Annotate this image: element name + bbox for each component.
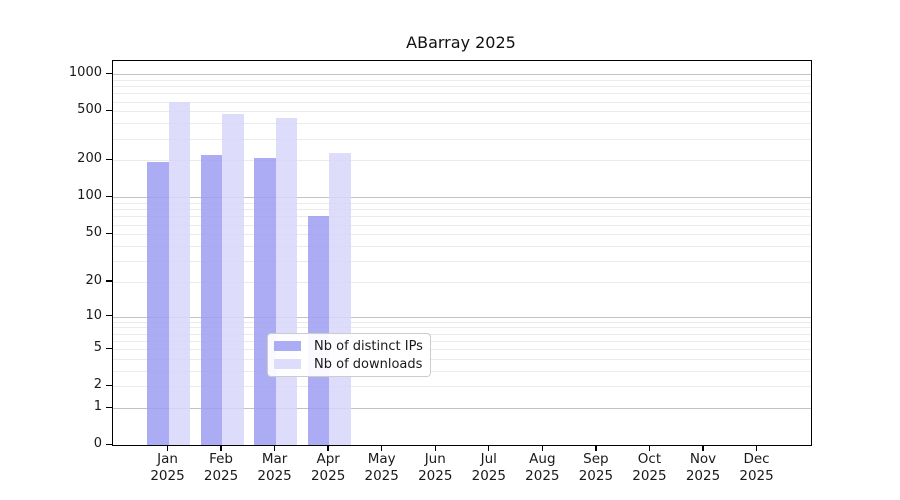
bar-downloads [168, 101, 190, 445]
x-tick-label: Jun 2025 [418, 451, 453, 484]
y-axis-tick [106, 347, 112, 349]
y-tick-label: 10 [85, 307, 102, 323]
y-tick-label: 500 [77, 102, 102, 118]
minor-gridline [113, 101, 811, 103]
x-axis-tick [488, 445, 490, 451]
minor-gridline [113, 327, 811, 329]
major-gridline [113, 197, 811, 199]
x-tick-label: Apr 2025 [310, 451, 346, 484]
y-tick-label: 100 [77, 188, 102, 204]
y-axis-tick [106, 315, 112, 317]
legend-label-downloads: Nb of downloads [314, 356, 423, 372]
bar-distinct-ips [147, 161, 169, 445]
x-tick-label: Sep 2025 [578, 451, 614, 484]
minor-gridline [113, 358, 811, 360]
y-axis-tick [106, 72, 112, 75]
minor-gridline [113, 234, 811, 236]
minor-gridline [113, 333, 811, 335]
minor-gridline [113, 86, 811, 88]
legend-item-distinct-ips: Nb of distinct IPs [274, 338, 430, 354]
major-gridline [113, 408, 811, 410]
legend-swatch-downloads [274, 359, 301, 369]
y-axis-tick [106, 158, 112, 161]
y-axis-tick [106, 406, 112, 408]
x-tick-label: Nov 2025 [685, 451, 721, 484]
y-axis-tick [106, 280, 112, 282]
x-tick-label: Aug 2025 [525, 451, 560, 484]
minor-gridline [113, 386, 811, 388]
x-tick-label: Dec 2025 [739, 451, 774, 484]
minor-gridline [113, 216, 811, 218]
minor-gridline [113, 123, 811, 125]
bar-distinct-ips [254, 157, 276, 445]
minor-gridline [113, 245, 811, 247]
x-tick-label: Jul 2025 [471, 451, 506, 484]
x-axis-tick [220, 445, 222, 451]
y-axis-tick [106, 195, 112, 198]
bar-downloads [275, 118, 298, 445]
legend: Nb of distinct IPs Nb of downloads [267, 333, 431, 377]
minor-gridline [113, 160, 811, 162]
y-axis-tick [106, 384, 112, 387]
minor-gridline [113, 203, 811, 205]
minor-gridline [113, 209, 811, 211]
bar-distinct-ips [200, 155, 223, 445]
minor-gridline [113, 281, 811, 283]
minor-gridline [113, 138, 811, 140]
y-tick-label: 0 [93, 436, 102, 452]
plot-area [112, 60, 812, 446]
minor-gridline [113, 321, 811, 323]
bar-downloads [222, 113, 244, 445]
x-axis-tick [755, 445, 758, 451]
y-axis-tick [106, 232, 112, 235]
x-axis-tick [166, 445, 169, 451]
x-axis-tick [595, 445, 597, 451]
x-axis-tick [273, 445, 276, 451]
legend-label-distinct-ips: Nb of distinct IPs [314, 338, 423, 354]
x-axis-tick [434, 445, 436, 451]
x-axis-tick [702, 445, 704, 451]
legend-swatch-distinct-ips [274, 341, 301, 351]
y-tick-label: 1 [93, 399, 102, 415]
x-tick-label: May 2025 [364, 451, 399, 484]
y-tick-label: 5 [93, 340, 102, 356]
y-tick-label: 200 [77, 151, 102, 167]
x-axis-tick [541, 445, 544, 451]
y-axis-tick [106, 109, 112, 112]
major-gridline [113, 316, 811, 318]
minor-gridline [113, 340, 811, 342]
minor-gridline [113, 349, 811, 351]
x-axis-tick [381, 445, 383, 451]
bar-downloads [329, 153, 351, 445]
minor-gridline [113, 224, 811, 226]
major-gridline [113, 74, 811, 76]
x-tick-label: Mar 2025 [257, 451, 292, 484]
bar-distinct-ips [307, 216, 330, 445]
y-tick-label: 20 [85, 272, 102, 288]
minor-gridline [113, 79, 811, 81]
chart-title: ABarray 2025 [406, 33, 516, 52]
y-tick-label: 50 [85, 225, 102, 241]
minor-gridline [113, 111, 811, 113]
minor-gridline [113, 260, 811, 262]
minor-gridline [113, 93, 811, 95]
y-tick-label: 1000 [68, 65, 102, 81]
x-axis-tick [648, 445, 651, 451]
legend-item-downloads: Nb of downloads [274, 356, 430, 372]
y-tick-label: 2 [93, 377, 102, 393]
x-axis-tick [327, 445, 329, 451]
x-tick-label: Oct 2025 [632, 451, 667, 484]
x-tick-label: Jan 2025 [150, 451, 185, 484]
minor-gridline [113, 370, 811, 372]
x-tick-label: Feb 2025 [203, 451, 239, 484]
y-axis-tick [106, 443, 112, 446]
